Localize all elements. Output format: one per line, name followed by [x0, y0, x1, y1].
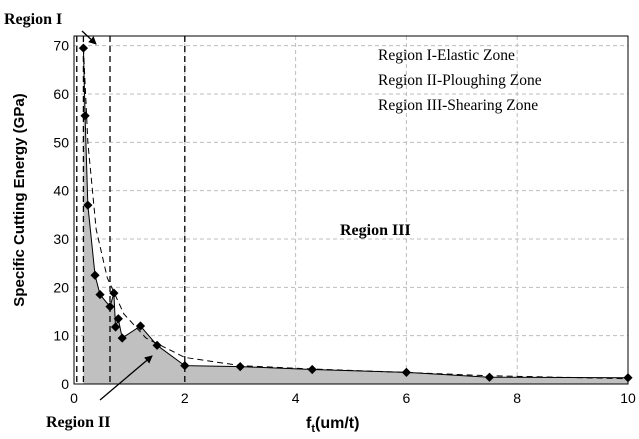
- x-tick-label: 10: [620, 390, 636, 406]
- plot-frame: [73, 35, 629, 385]
- x-tick-label: 6: [403, 390, 411, 406]
- x-tick-label: 8: [513, 390, 521, 406]
- y-axis-label: Specific Cutting Energy (GPa): [11, 93, 28, 306]
- x-axis-label: ft(um/t): [306, 415, 359, 435]
- data-point-marker: [105, 302, 115, 312]
- data-line: [82, 48, 629, 379]
- data-point-marker: [83, 200, 93, 210]
- legend-entry-1: Region I-Elastic Zone: [378, 47, 515, 64]
- data-point-marker: [135, 321, 146, 331]
- markers-layer: [78, 43, 633, 383]
- data-point-marker: [109, 288, 119, 298]
- x-tick-label: 4: [292, 390, 300, 406]
- trend-line: [82, 48, 629, 380]
- grid-lines: [74, 36, 628, 384]
- data-point-marker: [95, 289, 105, 300]
- data-point-marker: [180, 361, 190, 371]
- y-tick-label: 70: [53, 38, 69, 54]
- region-2-label: Region II: [46, 414, 110, 431]
- data-point-marker: [78, 43, 89, 53]
- region-3-label: Region III: [340, 222, 411, 239]
- x-axis-label-sub: t: [311, 423, 315, 435]
- region-boundaries: [76, 36, 186, 384]
- x-tick-label: 0: [70, 390, 78, 406]
- y-tick-label: 20: [53, 279, 69, 295]
- area-fill: [83, 48, 629, 384]
- data-point-marker: [80, 111, 90, 121]
- x-axis-label-rest: (um/t): [315, 415, 359, 432]
- data-point-marker: [307, 364, 317, 375]
- legend: Region I-Elastic Zone Region II-Ploughin…: [378, 47, 542, 114]
- trend-layer: [82, 48, 629, 380]
- y-tick-label: 10: [53, 328, 69, 344]
- legend-entry-3: Region III-Shearing Zone: [378, 97, 538, 114]
- data-point-marker: [90, 270, 100, 280]
- region-1-arrow: [81, 30, 97, 45]
- data-point-marker: [113, 314, 123, 324]
- data-point-marker: [110, 322, 121, 332]
- region-2-arrow: [99, 355, 153, 401]
- x-tick-label: 2: [181, 390, 189, 406]
- data-point-marker: [401, 367, 411, 377]
- data-point-marker: [117, 333, 127, 343]
- y-tick-label: 0: [61, 376, 69, 392]
- x-axis-label-main: f: [306, 415, 312, 432]
- data-point-marker: [484, 372, 495, 382]
- tick-labels: 0 10 20 30 40 50 60 70 0 2 4 6 8 10: [53, 38, 636, 406]
- y-tick-label: 60: [53, 86, 69, 102]
- area-layer: [82, 48, 629, 384]
- data-point-marker: [235, 362, 245, 372]
- data-point-marker: [152, 340, 162, 350]
- region-1-label: Region I: [4, 11, 62, 28]
- y-tick-label: 50: [53, 134, 69, 150]
- y-tick-label: 40: [53, 183, 69, 199]
- y-tick-label: 30: [53, 231, 69, 247]
- legend-entry-2: Region II-Ploughing Zone: [378, 72, 542, 89]
